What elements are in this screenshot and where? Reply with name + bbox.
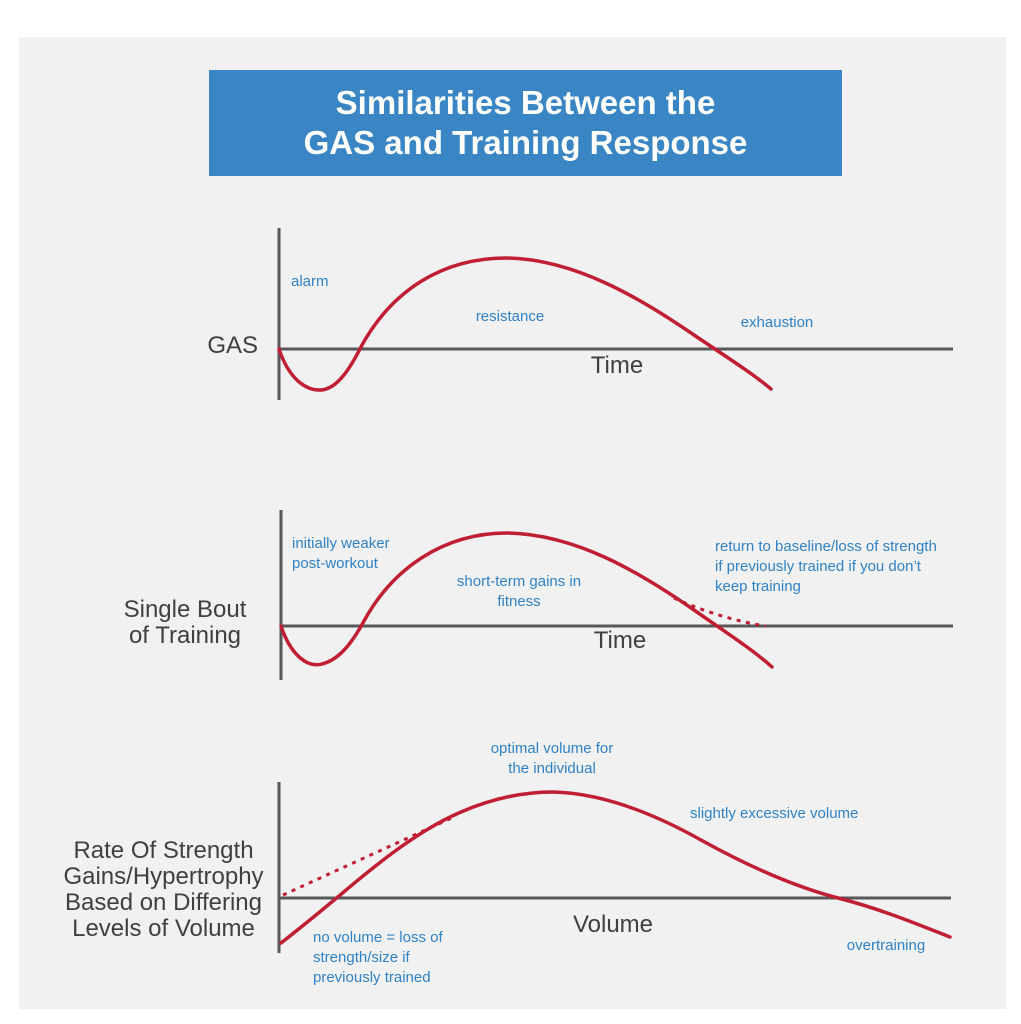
- annotation-optimal-volume: optimal volume for the individual: [462, 739, 642, 779]
- volume-x-axis-label: Volume: [572, 911, 654, 938]
- return-baseline-line-1: return to baseline/loss of strength: [715, 538, 937, 555]
- rate-label-line-4: Levels of Volume: [72, 915, 255, 942]
- rate-label-line-1: Rate Of Strength: [73, 837, 254, 864]
- return-baseline-line-2: if previously trained if you don’t: [715, 558, 921, 575]
- annotation-overtraining: overtraining: [846, 937, 926, 954]
- annotation-short-term-gains: short-term gains in fitness: [429, 572, 609, 612]
- rate-label-line-2: Gains/Hypertrophy: [63, 863, 264, 890]
- optimal-volume-line-2: the individual: [508, 760, 596, 777]
- return-baseline-line-3: keep training: [715, 578, 801, 595]
- gas-y-axis-label: GAS: [207, 332, 258, 359]
- training-response-curve: [279, 531, 774, 669]
- single-bout-label-line-1: Single Bout: [123, 596, 247, 623]
- title-line-1: Similarities Between the: [335, 84, 716, 121]
- single-bout-y-axis-label: Single Bout of Training: [100, 597, 270, 649]
- single-bout-label-line-2: of Training: [128, 622, 242, 649]
- gas-response-curve: [277, 256, 773, 392]
- gas-x-axis-label: Time: [590, 352, 644, 379]
- annotation-resistance: resistance: [475, 308, 545, 325]
- no-volume-line-2: strength/size if: [313, 949, 410, 966]
- rate-label-line-3: Based on Differing: [64, 889, 262, 916]
- diagram-canvas: [19, 37, 1006, 1009]
- chart-single-bout-axes: [279, 510, 953, 680]
- initially-weaker-line-2: post-workout: [292, 555, 378, 572]
- title-line-2: GAS and Training Response: [303, 124, 748, 161]
- annotation-no-volume: no volume = loss of strength/size if pre…: [313, 928, 443, 988]
- annotation-alarm: alarm: [291, 273, 329, 290]
- volume-chart-y-axis-label: Rate Of Strength Gains/Hypertrophy Based…: [57, 838, 270, 942]
- linear-gains-dashed-line: [282, 814, 457, 897]
- return-to-baseline-dashed-curve: [673, 596, 767, 628]
- no-volume-line-1: no volume = loss of: [313, 929, 443, 946]
- volume-response-curve: [279, 790, 952, 945]
- optimal-volume-line-1: optimal volume for: [490, 740, 614, 757]
- short-term-line-2: fitness: [497, 593, 541, 610]
- annotation-initially-weaker: initially weaker post-workout: [292, 534, 390, 574]
- no-volume-line-3: previously trained: [313, 969, 431, 986]
- annotation-return-baseline: return to baseline/loss of strength if p…: [715, 537, 937, 597]
- chart-gas-axes: [277, 228, 953, 400]
- annotation-exhaustion: exhaustion: [740, 314, 814, 331]
- annotation-slightly-excessive: slightly excessive volume: [690, 805, 859, 822]
- title-banner: Similarities Between the GAS and Trainin…: [209, 70, 842, 176]
- single-bout-x-axis-label: Time: [593, 627, 647, 654]
- short-term-line-1: short-term gains in: [456, 573, 582, 590]
- initially-weaker-line-1: initially weaker: [292, 535, 390, 552]
